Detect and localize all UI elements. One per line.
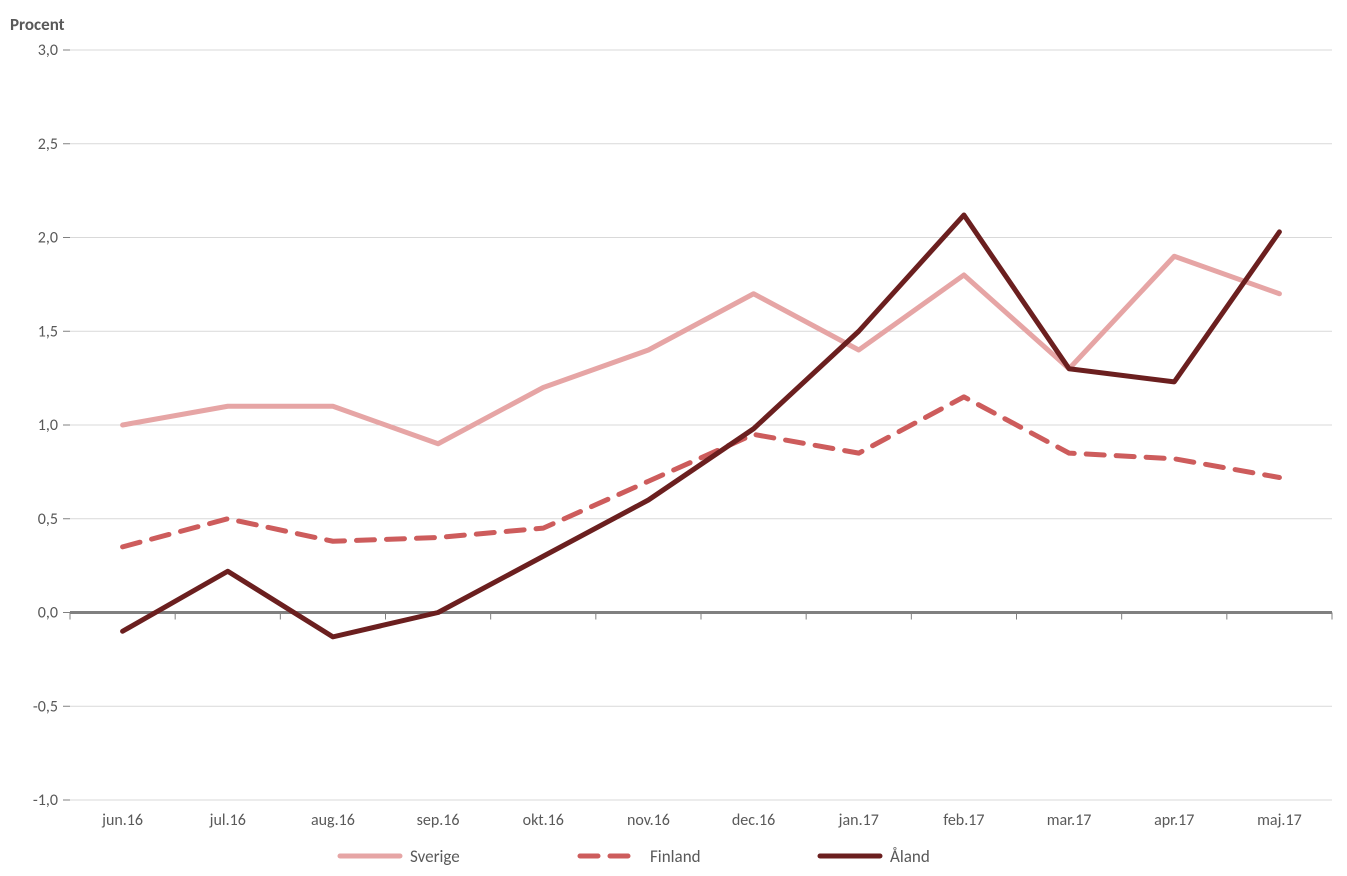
- legend-label: Åland: [890, 846, 930, 867]
- x-tick-label: apr.17: [1154, 811, 1194, 830]
- y-tick-label: 1,5: [38, 322, 58, 341]
- y-tick-label: 0,5: [38, 510, 58, 529]
- legend-label: Finland: [650, 846, 701, 867]
- y-tick-label: 3,0: [38, 41, 58, 60]
- line-chart: -1,0 -0,5 0,0 0,5 1,0 1,5 2,0 2,5 3,0 Procent jun.…: [0, 0, 1347, 876]
- x-tick-label: jan.17: [838, 811, 879, 830]
- x-tick-label: jun.16: [101, 811, 143, 830]
- x-tick-label: jul.16: [209, 811, 246, 830]
- chart-container: -1,0 -0,5 0,0 0,5 1,0 1,5 2,0 2,5 3,0 Procent jun.…: [0, 0, 1347, 876]
- x-tick-label: feb.17: [943, 811, 984, 830]
- x-tick-label: sep.16: [417, 811, 460, 830]
- y-axis-title: Procent: [10, 14, 65, 35]
- x-tick-label: nov.16: [627, 811, 670, 830]
- y-tick-label: -0,5: [33, 697, 58, 716]
- legend-label: Sverige: [410, 846, 460, 867]
- y-tick-label: 2,5: [38, 135, 58, 154]
- x-tick-label: mar.17: [1047, 811, 1092, 830]
- x-tick-label: aug.16: [311, 811, 355, 830]
- x-tick-label: dec.16: [732, 811, 775, 830]
- y-tick-label: 1,0: [38, 416, 58, 435]
- y-tick-label: 2,0: [38, 229, 58, 248]
- x-tick-label: okt.16: [523, 811, 564, 830]
- y-tick-label: 0,0: [38, 604, 58, 623]
- x-tick-label: maj.17: [1257, 811, 1302, 830]
- y-tick-label: -1,0: [33, 791, 58, 810]
